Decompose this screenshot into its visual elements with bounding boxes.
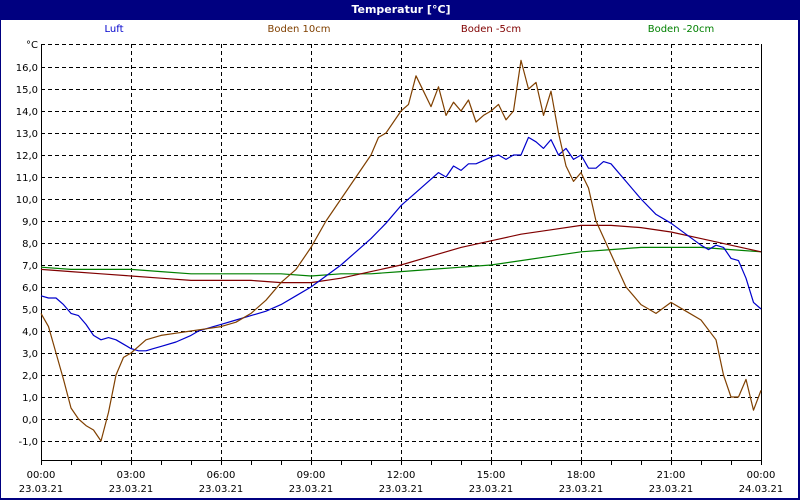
series-boden-10cm [40,59,762,442]
y-tick-label: 10,0 [16,195,38,206]
x-tick-time: 18:00 [567,470,596,481]
x-tick-date: 23.03.21 [559,484,604,495]
y-tick-label: -1,0 [18,437,38,448]
legend: Luft Boden 10cm Boden -5cm Boden -20cm [1,24,800,38]
x-tick-time: 09:00 [297,470,326,481]
series-boden-5cm [40,224,762,284]
x-tick-time: 00:00 [747,470,776,481]
x-tick-time: 00:00 [27,470,56,481]
x-tick-time: 21:00 [657,470,686,481]
y-tick-label: 3,0 [22,349,38,360]
y-tick-label: 11,0 [16,173,38,184]
x-tick-date: 23.03.21 [19,484,64,495]
y-tick-label: 4,0 [22,327,38,338]
x-tick-date: 23.03.21 [379,484,424,495]
series-boden-20cm [40,246,762,277]
y-tick-label: 7,0 [22,261,38,272]
legend-boden-20cm: Boden -20cm [647,24,715,35]
chart-title: Temperatur [°C] [1,0,800,20]
legend-luft: Luft [104,24,124,35]
y-tick-label: 6,0 [22,283,38,294]
y-tick-label: 16,0 [16,63,38,74]
y-tick-label: 14,0 [16,107,38,118]
x-tick-date: 23.03.21 [199,484,244,495]
y-tick-label: 12,0 [16,151,38,162]
x-tick-date: 23.03.21 [109,484,154,495]
x-tick-time: 03:00 [117,470,146,481]
y-tick-label: 13,0 [16,129,38,140]
legend-boden-5cm: Boden -5cm [460,24,522,35]
y-tick-label: 5,0 [22,305,38,316]
x-tick-date: 23.03.21 [469,484,514,495]
x-tick-time: 12:00 [387,470,416,481]
x-tick-date: 24.03.21 [739,484,784,495]
y-tick-label: 2,0 [22,371,38,382]
x-tick-date: 23.03.21 [649,484,694,495]
y-tick-label: 1,0 [22,393,38,404]
y-tick-label: 8,0 [22,239,38,250]
series-luft [40,136,762,352]
y-tick-label: 0,0 [22,415,38,426]
x-tick-time: 15:00 [477,470,506,481]
y-tick-label: 15,0 [16,85,38,96]
y-unit-label: °C [26,40,38,51]
legend-boden-10cm: Boden 10cm [267,24,331,35]
x-tick-date: 23.03.21 [289,484,334,495]
x-tick-time: 06:00 [207,470,236,481]
y-tick-label: 9,0 [22,217,38,228]
